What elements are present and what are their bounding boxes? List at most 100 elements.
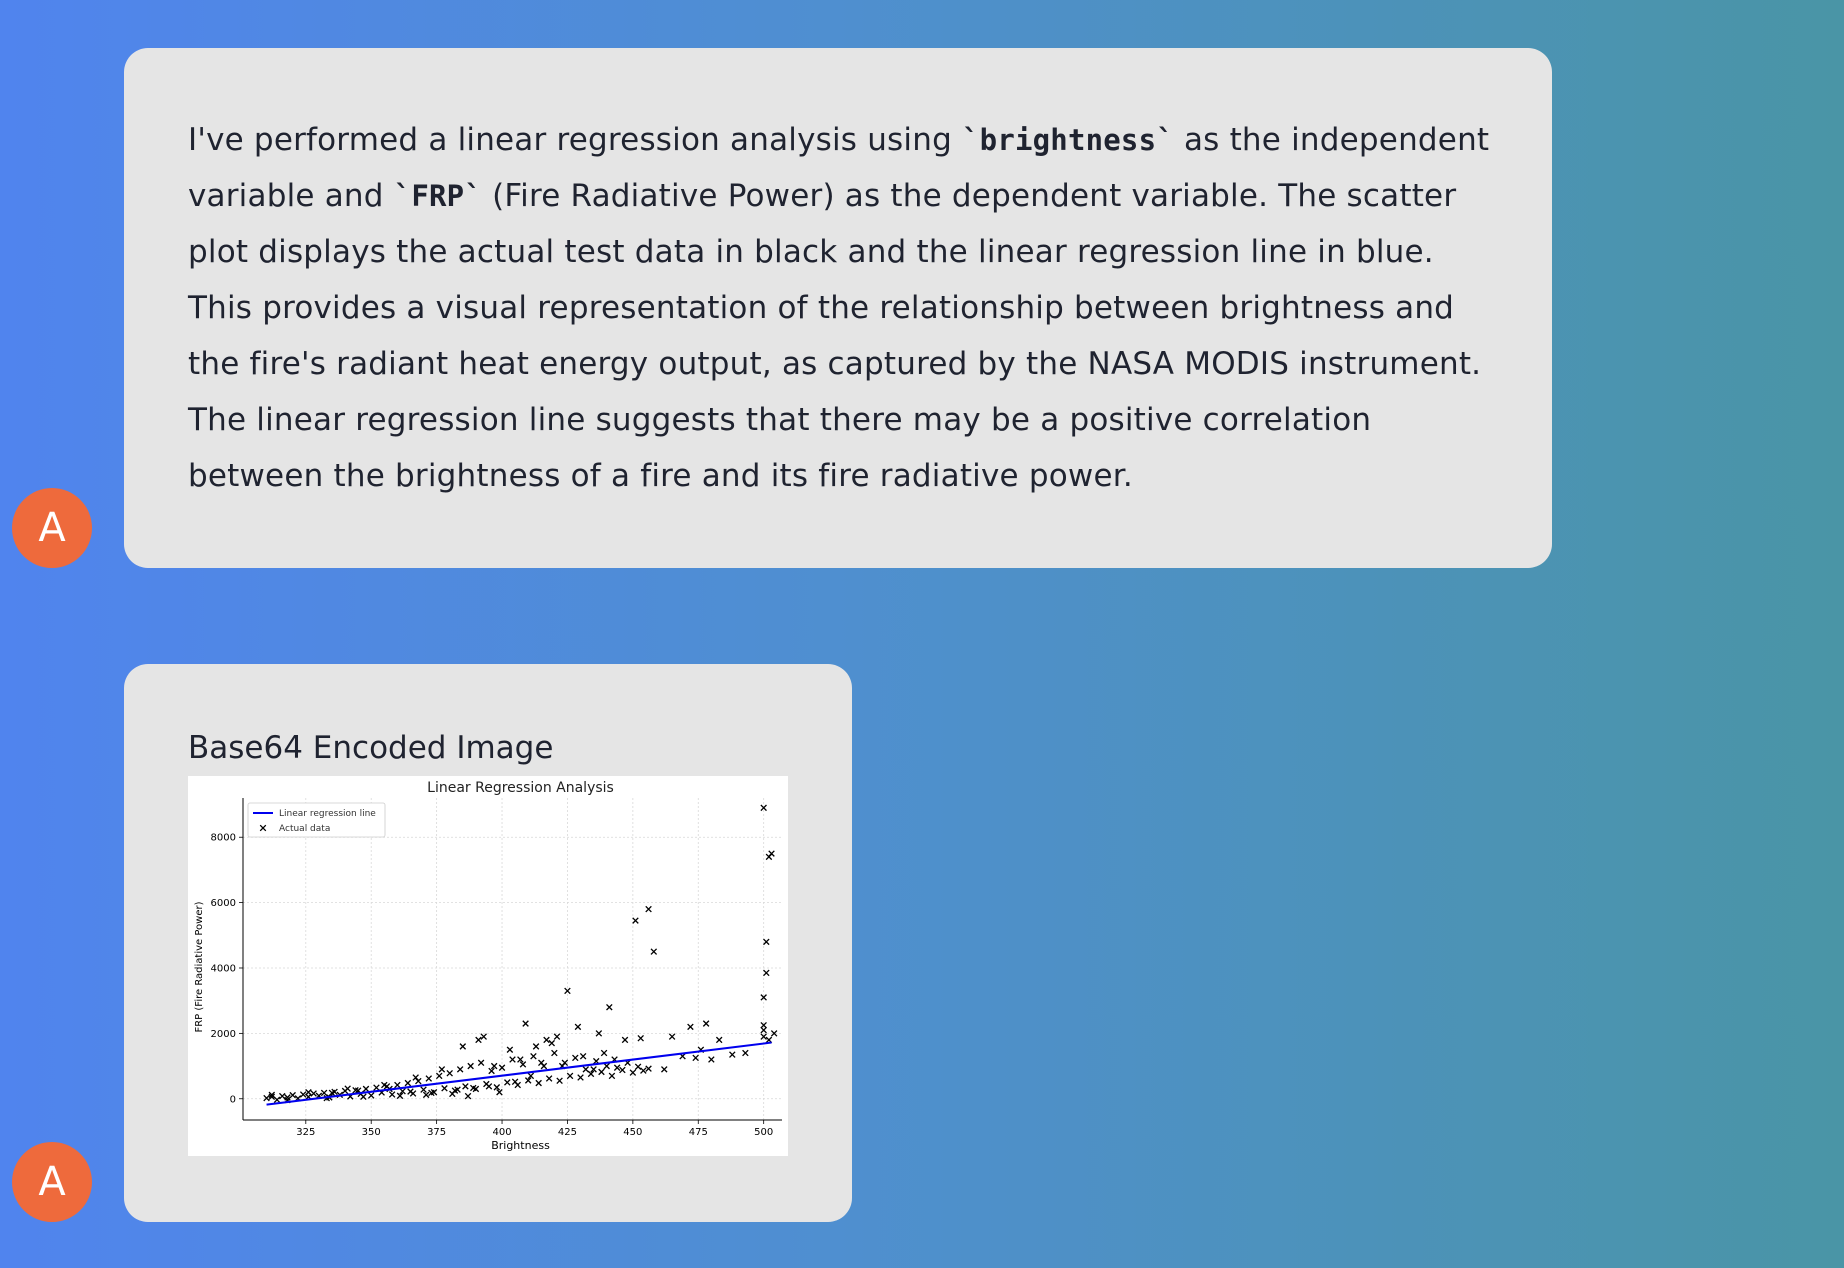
text-segment: as the independent variable and: [188, 122, 1490, 214]
assistant-image-bubble: Base64 Encoded Image 325 350 375 400 425 450 4…: [124, 664, 852, 1222]
scatter-chart: 325 350 375 400 425 450 475 500 0 2000 4000 6000 800…: [194, 780, 782, 1152]
data-point: [692, 1054, 699, 1062]
data-point: [768, 850, 775, 857]
data-point: [608, 1072, 616, 1080]
data-point: [344, 1085, 351, 1092]
data-point: [488, 1067, 495, 1075]
data-point: [496, 1088, 503, 1096]
data-point: [420, 1086, 427, 1093]
data-point: [381, 1081, 388, 1089]
data-point: [760, 804, 767, 812]
text-segment: (Fire Radiative Power) as the dependent …: [188, 178, 1482, 494]
data-point: [574, 1023, 582, 1031]
data-point: [742, 1049, 749, 1057]
data-point: [399, 1087, 406, 1095]
image-caption: Base64 Encoded Image: [188, 730, 554, 766]
data-point: [634, 1063, 642, 1070]
assistant-message-bubble: I've performed a linear regression analy…: [124, 48, 1552, 568]
data-point: [595, 1030, 603, 1037]
data-point: [289, 1091, 296, 1099]
data-point: [360, 1093, 367, 1101]
data-point: [629, 1069, 637, 1076]
data-point: [715, 1036, 723, 1044]
data-point: [320, 1089, 328, 1097]
data-point: [524, 1077, 532, 1084]
x-tick-label: 325: [296, 1127, 315, 1138]
data-point: [527, 1072, 535, 1080]
text-segment: I've performed a linear regression analy…: [188, 122, 962, 158]
data-point: [587, 1070, 595, 1078]
data-point: [428, 1089, 435, 1097]
data-point: [462, 1083, 469, 1090]
legend-marker-swatch: [259, 824, 267, 832]
data-point: [566, 1072, 574, 1080]
data-point: [441, 1085, 448, 1092]
data-point: [504, 1079, 511, 1086]
data-point: [590, 1066, 597, 1073]
data-point: [600, 1049, 608, 1057]
y-tick-label: 0: [230, 1094, 236, 1105]
legend-label-regression: Linear regression line: [279, 809, 376, 819]
y-tick-label: 4000: [211, 963, 236, 974]
data-point: [415, 1077, 422, 1085]
inline-code-brightness: `brightness`: [962, 123, 1174, 157]
data-point: [362, 1085, 370, 1093]
y-axis-label: FRP (Fire Radiative Power): [194, 901, 205, 1032]
data-point: [509, 1056, 516, 1063]
data-point: [603, 1062, 610, 1070]
x-tick-label: 400: [492, 1127, 511, 1138]
data-point: [519, 1061, 527, 1068]
data-point: [532, 1043, 540, 1050]
data-point: [763, 969, 770, 977]
data-point: [490, 1062, 498, 1070]
y-tick-label: 6000: [211, 898, 236, 909]
x-tick-label: 500: [754, 1127, 773, 1138]
data-point: [263, 1094, 270, 1102]
data-point: [640, 1067, 647, 1074]
data-point: [708, 1056, 715, 1063]
data-point: [598, 1068, 605, 1076]
data-point: [475, 1036, 482, 1044]
legend-box: [247, 802, 386, 838]
data-point: [645, 905, 652, 913]
data-point: [310, 1090, 317, 1097]
data-point: [770, 1030, 778, 1037]
data-point: [425, 1075, 433, 1082]
data-point: [729, 1051, 736, 1058]
data-point: [760, 1026, 767, 1034]
assistant-avatar: A: [12, 488, 92, 568]
data-point: [582, 1066, 590, 1073]
data-point: [606, 1003, 613, 1011]
y-tick-label: 2000: [211, 1029, 236, 1040]
chart-title: Linear Regression Analysis: [427, 780, 614, 796]
data-point: [553, 1033, 561, 1040]
data-point: [645, 1065, 652, 1072]
data-point: [477, 1059, 485, 1067]
data-point: [564, 987, 571, 995]
data-point: [511, 1078, 519, 1086]
data-point: [577, 1074, 584, 1081]
data-point: [284, 1094, 291, 1101]
data-point: [485, 1083, 493, 1090]
data-point: [456, 1066, 464, 1073]
data-point: [268, 1093, 276, 1101]
x-tick-label: 425: [558, 1127, 577, 1138]
data-point: [493, 1084, 501, 1091]
data-point: [517, 1056, 524, 1063]
data-point: [446, 1069, 453, 1077]
data-point: [454, 1086, 461, 1093]
data-point: [760, 994, 767, 1001]
data-point: [619, 1066, 626, 1074]
data-point: [422, 1091, 430, 1099]
data-point: [632, 917, 639, 924]
data-point: [613, 1064, 621, 1071]
data-point: [464, 1092, 472, 1100]
data-point: [538, 1059, 545, 1067]
data-point: [299, 1091, 307, 1098]
message-text: I've performed a linear regression analy…: [188, 112, 1508, 504]
data-point: [396, 1092, 404, 1100]
x-tick-label: 350: [362, 1127, 381, 1138]
regression-line: [266, 1041, 772, 1106]
data-point: [522, 1020, 529, 1027]
data-point: [388, 1091, 396, 1098]
